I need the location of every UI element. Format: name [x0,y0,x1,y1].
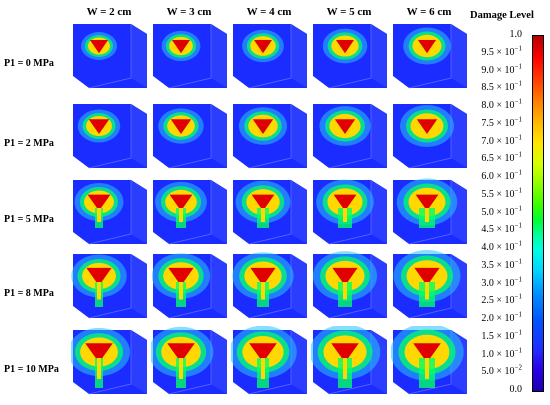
damage-panel-r5-c1 [71,326,149,396]
colorbar-tick-label: 9.0 × 10−1 [481,62,522,76]
colorbar-tick-label: 7.5 × 10−1 [481,115,522,129]
colorbar-tick-label: 5.0 × 10−1 [481,204,522,218]
damage-panel-r2-c5 [391,100,469,170]
colorbar-tick-label: 6.0 × 10−1 [481,168,522,182]
colorbar-tick-label: 1.5 × 10−1 [481,328,522,342]
damage-panel-r3-c5 [391,176,469,246]
damage-panel-r5-c4 [311,326,389,396]
column-header-3: W = 4 cm [246,6,292,18]
row-label-4: P1 = 8 MPa [4,288,54,299]
damage-panel-r4-c1 [71,250,149,320]
colorbar-tick-label: 3.0 × 10−1 [481,275,522,289]
legend-title: Damage Level [470,10,534,21]
damage-panel-r2-c1 [71,100,149,170]
damage-panel-r5-c2 [151,326,229,396]
damage-panel-r1-c4 [311,20,389,90]
damage-colorbar [532,35,544,392]
damage-panel-r3-c2 [151,176,229,246]
row-label-1: P1 = 0 MPa [4,58,54,69]
colorbar-tick-label: 5.0 × 10−2 [481,363,522,378]
damage-panel-r2-c2 [151,100,229,170]
colorbar-tick-label: 1.0 × 10−1 [481,346,522,360]
colorbar-tick-label: 6.5 × 10−1 [481,150,522,165]
colorbar-tick-label: 9.5 × 10−1 [481,44,522,58]
colorbar-tick-label: 1.0 [509,29,523,40]
damage-panel-r3-c4 [311,176,389,246]
colorbar-tick-label: 7.0 × 10−1 [481,133,522,147]
colorbar-tick-label: 2.5 × 10−1 [481,292,522,307]
damage-panel-r3-c3 [231,176,309,246]
damage-panel-r1-c5 [391,20,469,90]
column-header-5: W = 6 cm [406,6,452,18]
colorbar-tick-label: 3.5 × 10−1 [481,257,522,271]
damage-panel-r4-c3 [231,250,309,320]
colorbar-tick-label: 8.5 × 10−1 [481,79,522,94]
column-header-1: W = 2 cm [86,6,132,18]
column-header-2: W = 3 cm [166,6,212,18]
colorbar-tick-label: 8.0 × 10−1 [481,97,522,111]
colorbar-tick-label: 4.5 × 10−1 [481,221,522,236]
damage-panel-r4-c4 [311,250,389,320]
row-label-2: P1 = 2 MPa [4,138,54,149]
colorbar-tick-label: 0.0 [509,384,523,395]
damage-panel-r5-c5 [391,326,469,396]
damage-panel-r1-c1 [71,20,149,90]
damage-panel-r4-c5 [391,250,469,320]
colorbar-tick-label: 4.0 × 10−1 [481,239,522,253]
damage-panel-r5-c3 [231,326,309,396]
damage-panel-r2-c4 [311,100,389,170]
column-header-4: W = 5 cm [326,6,372,18]
row-label-3: P1 = 5 MPa [4,214,54,225]
damage-panel-r1-c3 [231,20,309,90]
damage-panel-r4-c2 [151,250,229,320]
colorbar-tick-label: 2.0 × 10−1 [481,310,522,324]
row-label-5: P1 = 10 MPa [4,364,59,375]
damage-panel-r1-c2 [151,20,229,90]
damage-panel-r3-c1 [71,176,149,246]
colorbar-tick-label: 5.5 × 10−1 [481,186,522,200]
damage-panel-r2-c3 [231,100,309,170]
